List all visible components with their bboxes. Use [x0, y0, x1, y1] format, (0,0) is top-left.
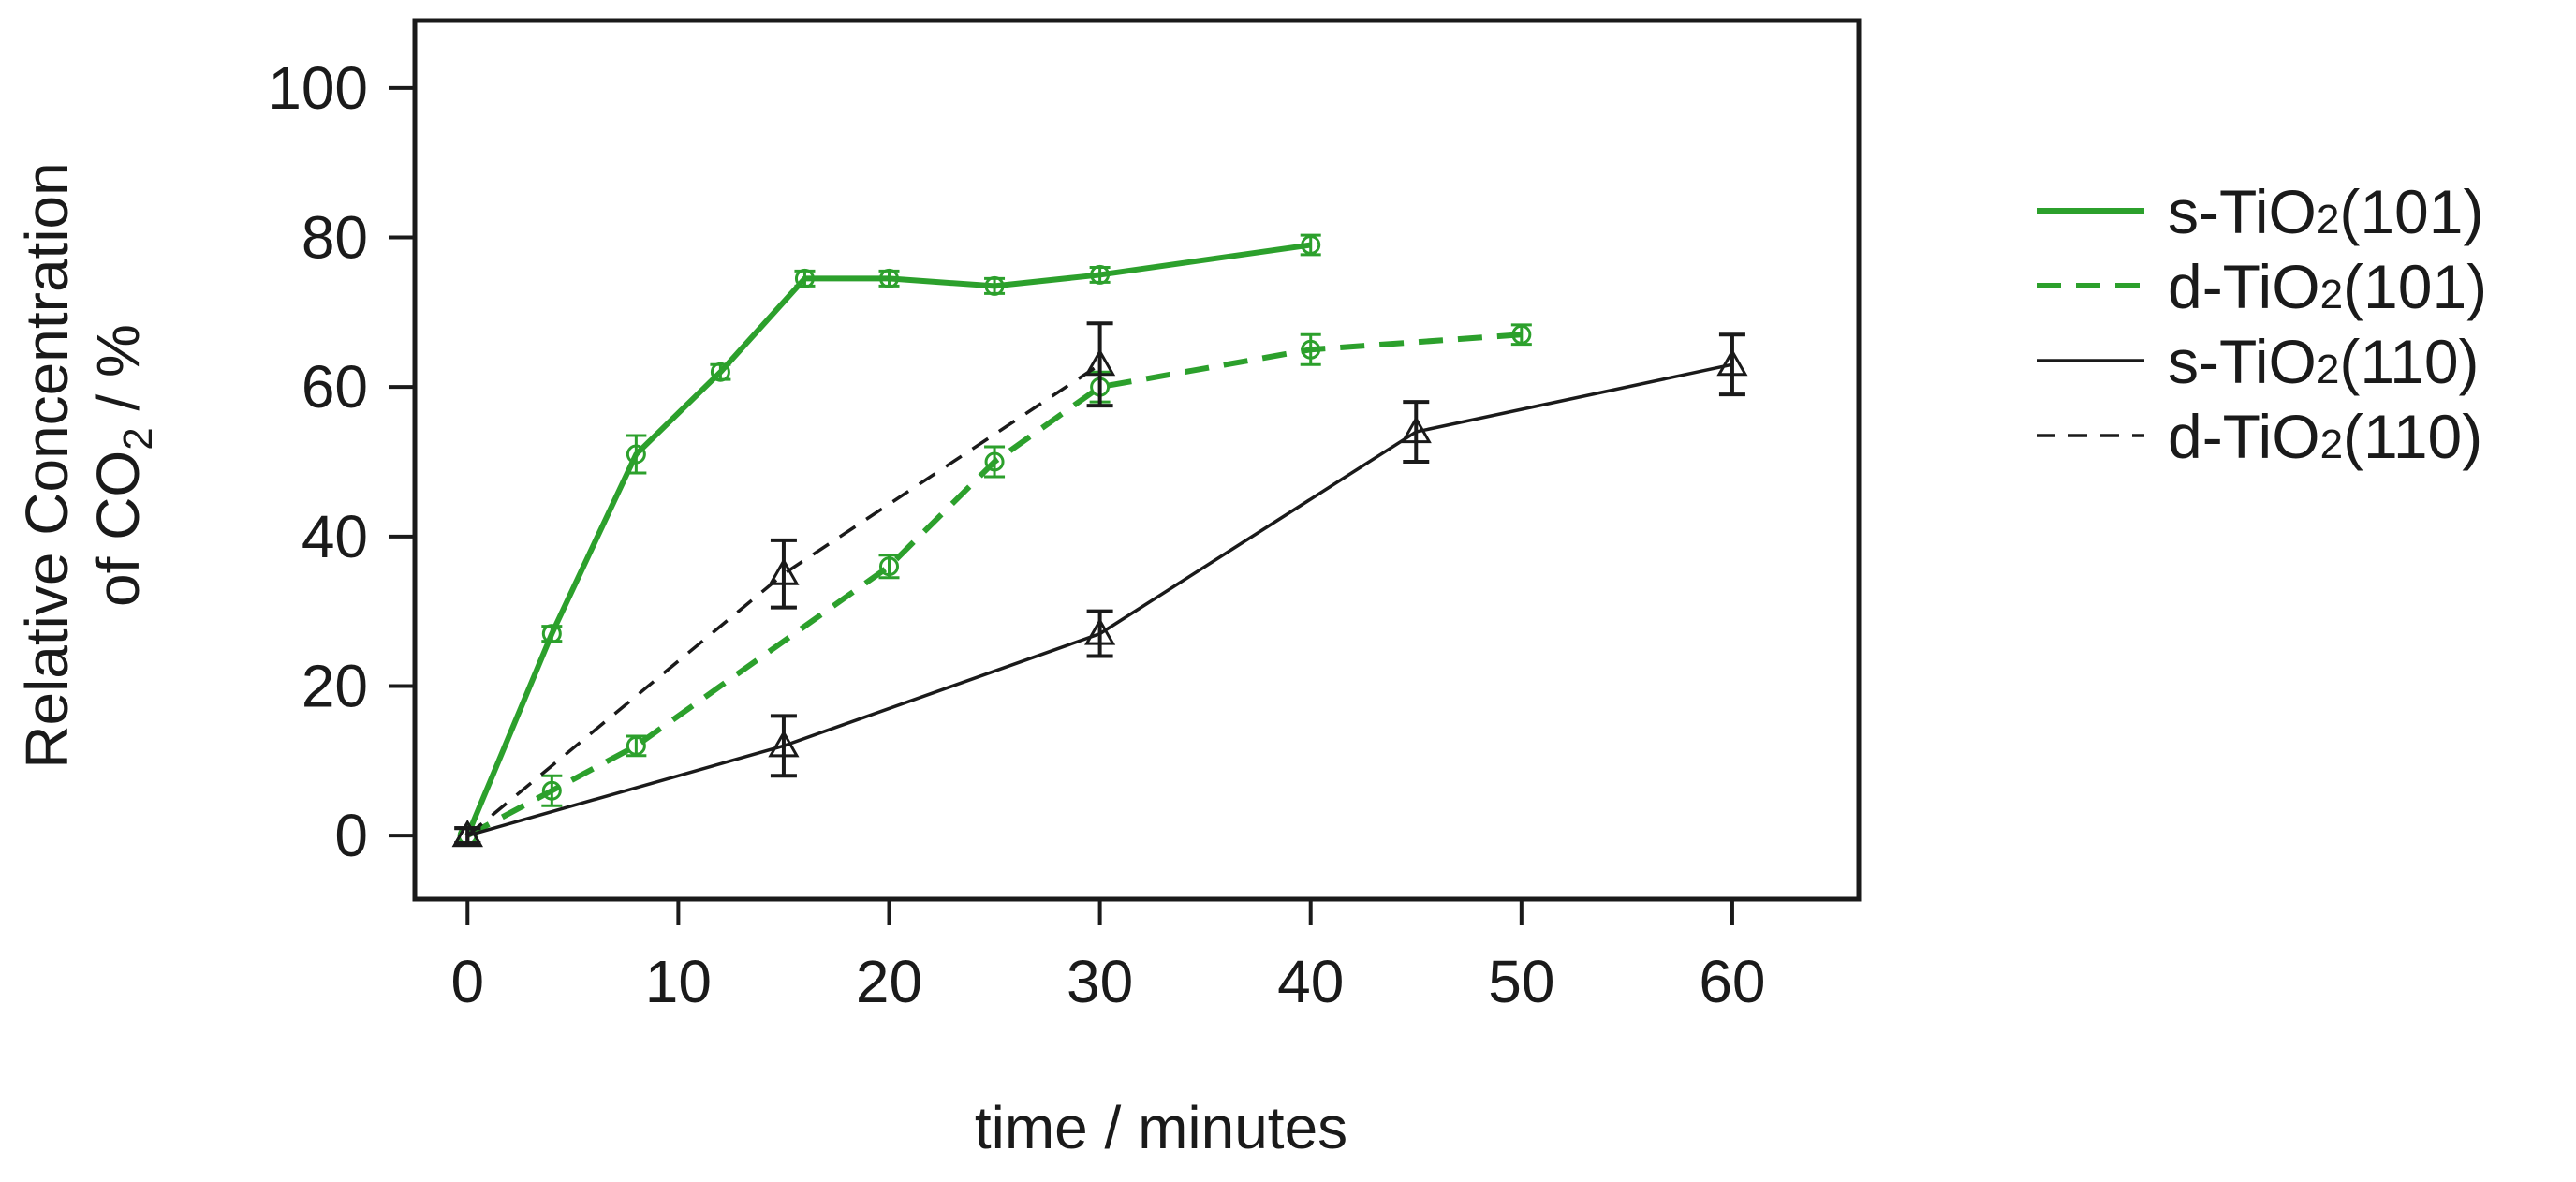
data-point — [1090, 264, 1111, 285]
y-tick-label: 0 — [334, 802, 368, 869]
legend-label: s-TiO2(110) — [2168, 327, 2480, 396]
y-tick-label: 60 — [302, 353, 368, 421]
legend-label: d-TiO2(110) — [2168, 402, 2482, 471]
legend-item: s-TiO2(110) — [2037, 327, 2480, 396]
series-layer — [451, 233, 1748, 848]
x-axis: 0 10 20 30 40 50 60 — [450, 899, 1766, 1015]
x-tick-label: 30 — [1067, 948, 1133, 1015]
data-point — [1084, 617, 1116, 645]
series-s-TiO2(110) — [451, 332, 1748, 848]
series-d-TiO2(110) — [451, 321, 1116, 848]
series-d-TiO2(101) — [457, 323, 1532, 846]
data-point — [1400, 416, 1432, 444]
data-point — [710, 362, 730, 382]
series-line — [464, 242, 1312, 837]
x-tick-label: 0 — [450, 948, 484, 1015]
y-tick-label: 100 — [268, 54, 368, 122]
data-point — [1301, 339, 1321, 360]
series-line — [465, 332, 1523, 838]
y-tick-label: 20 — [302, 652, 368, 719]
y-axis-title-line1: Relative Concentration — [13, 162, 81, 768]
x-tick-label: 60 — [1699, 948, 1765, 1015]
data-point — [878, 268, 899, 288]
x-tick-label: 50 — [1488, 948, 1554, 1015]
y-axis: 0 20 40 60 80 100 — [268, 54, 415, 869]
legend-label: d-TiO2(101) — [2168, 252, 2487, 321]
series-s-TiO2(101) — [457, 233, 1321, 846]
data-point — [878, 556, 899, 577]
data-point — [768, 730, 800, 758]
data-point — [984, 275, 1005, 296]
data-point — [1511, 324, 1532, 345]
data-point — [451, 820, 483, 848]
data-point — [1084, 348, 1116, 377]
legend: s-TiO2(101)d-TiO2(101)s-TiO2(110)d-TiO2(… — [2037, 177, 2487, 471]
x-tick-label: 40 — [1277, 948, 1344, 1015]
y-axis-title-line2: of CO2 / % — [84, 324, 161, 607]
series-line — [466, 362, 1101, 837]
data-point — [541, 780, 562, 801]
y-tick-label: 40 — [302, 503, 368, 570]
data-point — [626, 444, 646, 465]
x-tick-label: 20 — [856, 948, 922, 1015]
data-point — [794, 268, 815, 288]
y-tick-label: 80 — [302, 204, 368, 272]
x-tick-label: 10 — [645, 948, 712, 1015]
legend-item: d-TiO2(101) — [2037, 252, 2487, 321]
y-axis-title: Relative Concentration of CO2 / % — [13, 162, 161, 768]
legend-item: s-TiO2(101) — [2037, 177, 2483, 246]
data-point — [768, 557, 800, 585]
data-point — [1301, 234, 1321, 255]
data-point — [541, 624, 562, 644]
data-point — [1716, 348, 1748, 377]
legend-item: d-TiO2(110) — [2037, 402, 2482, 471]
data-point — [984, 451, 1005, 472]
plot-frame — [412, 18, 1862, 902]
x-axis-title: time / minutes — [975, 1094, 1347, 1161]
data-point — [626, 735, 646, 756]
legend-label: s-TiO2(101) — [2168, 177, 2483, 246]
